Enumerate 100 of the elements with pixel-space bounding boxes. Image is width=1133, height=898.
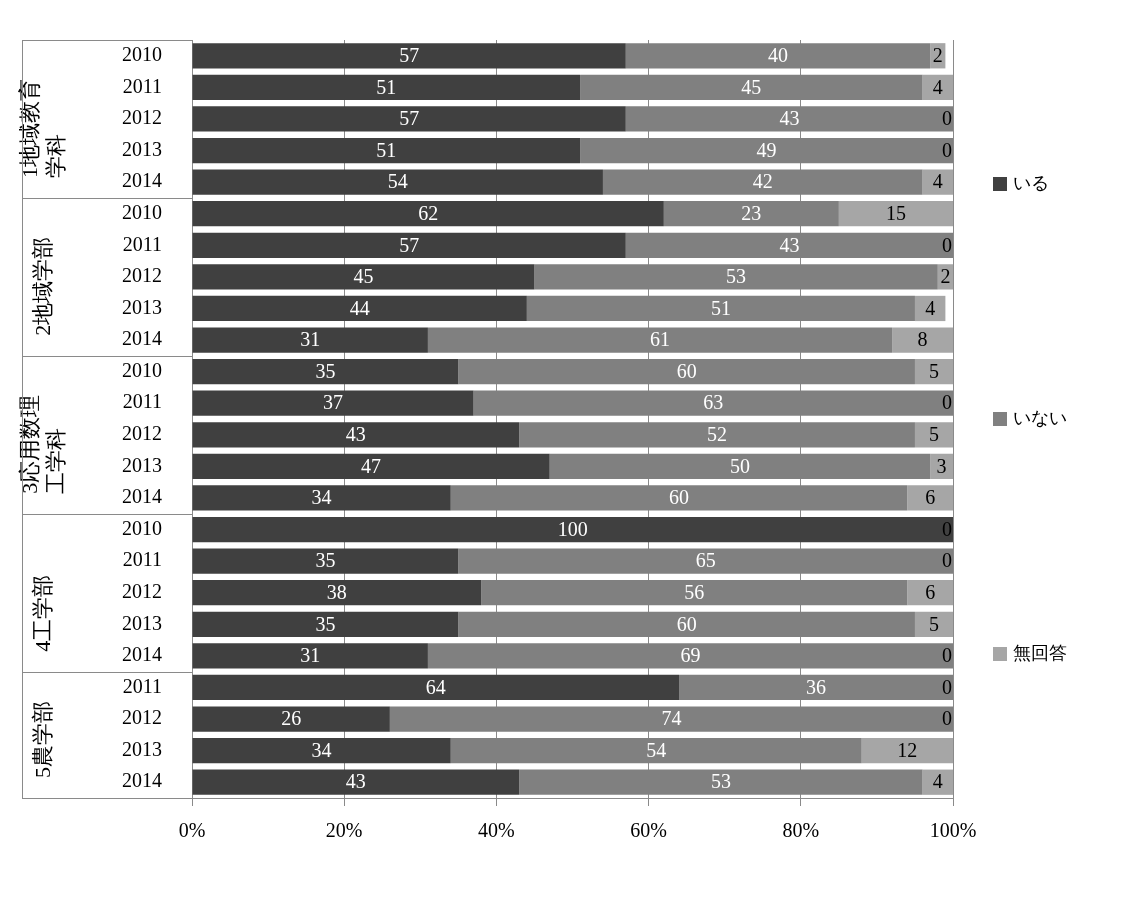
data-label: 2 (940, 265, 951, 288)
data-label: 100 (557, 517, 588, 540)
data-label: 61 (650, 328, 671, 351)
y-tick-label: 2013 (122, 295, 162, 318)
x-tick-label: 0% (178, 819, 206, 842)
bar (192, 295, 527, 322)
bar (192, 674, 680, 701)
data-label: 3 (936, 454, 947, 477)
data-label: 4 (932, 170, 943, 193)
y-tick-label: 2013 (122, 137, 162, 160)
x-tick-label: 80% (782, 819, 820, 842)
legend-label: いる (1013, 171, 1049, 193)
data-label: 53 (710, 770, 731, 793)
data-label: 35 (315, 359, 336, 382)
data-label: 62 (418, 201, 439, 224)
data-label: 34 (311, 486, 332, 509)
bar (192, 264, 535, 290)
y-tick-label: 2012 (122, 706, 162, 729)
data-label: 49 (756, 138, 777, 161)
y-tick-label: 2011 (122, 232, 162, 255)
y-tick-label: 2014 (122, 769, 162, 792)
bar (192, 106, 626, 132)
data-label: 12 (897, 738, 918, 761)
data-label: 5 (928, 612, 939, 635)
x-tick-label: 60% (630, 819, 667, 842)
bar (192, 548, 459, 574)
bar (192, 169, 603, 195)
data-label: 63 (703, 391, 724, 414)
data-label: 51 (376, 75, 397, 98)
bar (892, 327, 953, 353)
bar (192, 422, 520, 448)
data-label: 0 (942, 549, 952, 572)
data-label: 37 (323, 391, 344, 414)
data-label: 4 (925, 296, 936, 319)
data-label: 2 (932, 44, 943, 67)
data-label: 4 (932, 75, 943, 98)
data-label: 64 (425, 675, 446, 698)
data-label: 31 (300, 644, 321, 667)
data-label: 69 (680, 644, 701, 667)
y-tick-label: 2011 (122, 548, 162, 571)
data-label: 65 (695, 549, 716, 572)
bar (192, 327, 428, 353)
data-label: 52 (707, 423, 728, 446)
bar (192, 580, 482, 606)
y-tick-label: 2010 (122, 516, 162, 539)
y-tick-label: 2012 (122, 422, 162, 445)
text: 2地域学部 (29, 236, 55, 336)
data-label: 51 (376, 138, 397, 161)
bar (192, 232, 626, 258)
bar (922, 169, 953, 195)
data-label: 57 (399, 233, 420, 256)
data-label: 38 (326, 580, 347, 603)
bar (838, 201, 953, 227)
data-label: 53 (726, 265, 747, 288)
bar (907, 485, 953, 511)
legend-label: いない (1013, 406, 1067, 428)
data-label: 42 (752, 170, 773, 193)
legend-label: 無回答 (1013, 641, 1067, 663)
data-label: 60 (669, 486, 690, 509)
data-label: 5 (928, 359, 939, 382)
bar (192, 43, 626, 69)
bar (192, 453, 550, 480)
data-label: 15 (885, 201, 906, 224)
data-label: 51 (710, 296, 731, 319)
bar (192, 201, 664, 227)
data-label: 0 (942, 138, 952, 161)
data-label: 23 (741, 201, 762, 224)
data-label: 6 (925, 486, 936, 509)
x-tick-label: 20% (325, 819, 363, 842)
y-tick-label: 2011 (122, 674, 162, 697)
bar (861, 737, 953, 764)
y-tick-label: 2013 (122, 737, 162, 760)
data-label: 43 (779, 107, 800, 130)
bar (192, 611, 459, 637)
y-tick-label: 2013 (122, 453, 162, 476)
data-label: 35 (315, 612, 336, 635)
y-tick-label: 2010 (122, 200, 162, 223)
data-label: 0 (942, 675, 952, 698)
y-tick-label: 2014 (122, 485, 162, 508)
data-label: 0 (942, 644, 952, 667)
data-label: 57 (399, 107, 420, 130)
text: 5農学部 (29, 701, 55, 778)
data-label: 5 (928, 423, 939, 446)
data-label: 43 (779, 233, 800, 256)
bar (192, 516, 953, 543)
data-label: 0 (942, 391, 952, 414)
y-tick-label: 2014 (122, 327, 162, 350)
data-label: 74 (661, 707, 682, 730)
bar (192, 74, 581, 101)
bar (192, 390, 474, 416)
bar (907, 580, 953, 606)
data-label: 60 (676, 359, 697, 382)
data-label: 0 (942, 517, 952, 540)
y-tick-label: 2012 (122, 579, 162, 602)
data-label: 4 (932, 770, 943, 793)
data-label: 43 (345, 770, 366, 793)
bar (192, 137, 581, 164)
bar (192, 643, 428, 669)
data-label: 0 (942, 107, 952, 130)
data-label: 47 (361, 454, 382, 477)
